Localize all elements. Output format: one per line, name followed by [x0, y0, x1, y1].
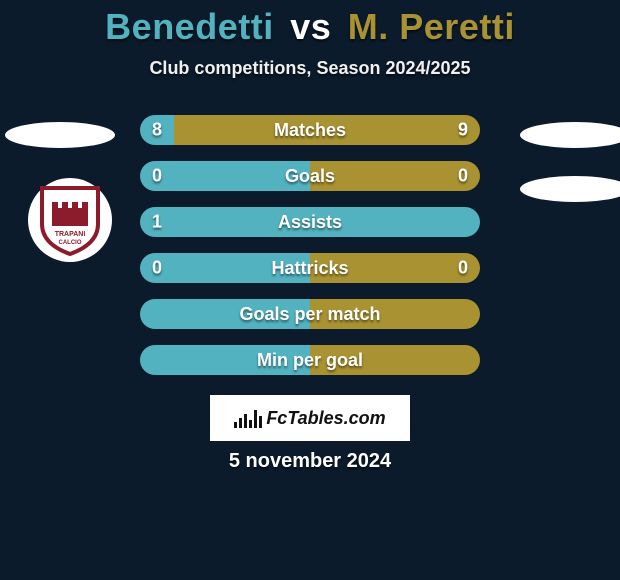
player1-placeholder-oval-top: [5, 122, 115, 148]
title-vs: vs: [290, 6, 331, 47]
stat-row: Goals per match: [140, 299, 480, 329]
stat-label: Hattricks: [271, 258, 348, 279]
stat-row: 0 0 Goals: [140, 161, 480, 191]
stat-value-right: 9: [458, 120, 468, 141]
stat-label: Goals: [285, 166, 335, 187]
club-badge: TRAPANI CALCIO: [28, 178, 112, 262]
stat-row: Min per goal: [140, 345, 480, 375]
svg-text:TRAPANI: TRAPANI: [55, 231, 86, 238]
stats-container: 8 9 Matches 0 0 Goals 1 Assists 0 0 Hattricks Goals…: [140, 115, 480, 375]
date-text: 5 november 2024: [0, 450, 620, 473]
stat-row: 0 0 Hattricks: [140, 253, 480, 283]
watermark-bar: [259, 416, 262, 428]
title-player1: Benedetti: [105, 6, 274, 47]
page-title: Benedetti vs M. Peretti: [0, 0, 620, 48]
watermark-bar: [244, 414, 247, 428]
player2-placeholder-oval-bottom: [520, 176, 620, 202]
title-player2: M. Peretti: [348, 6, 515, 47]
stat-value-right: 0: [458, 166, 468, 187]
watermark-bar: [254, 410, 257, 428]
club-badge-icon: TRAPANI CALCIO: [38, 184, 102, 256]
watermark-bar: [234, 422, 237, 428]
subtitle: Club competitions, Season 2024/2025: [0, 58, 620, 79]
stat-row: 1 Assists: [140, 207, 480, 237]
svg-text:CALCIO: CALCIO: [59, 240, 82, 246]
stat-label: Matches: [274, 120, 346, 141]
stat-value-left: 1: [152, 212, 162, 233]
stat-label: Assists: [278, 212, 342, 233]
stat-value-left: 8: [152, 120, 162, 141]
player2-placeholder-oval-top: [520, 122, 620, 148]
stat-value-right: 0: [458, 258, 468, 279]
stat-fill-right: [310, 161, 480, 191]
watermark-bars-icon: [234, 408, 262, 428]
stat-label: Goals per match: [239, 304, 380, 325]
stat-label: Min per goal: [257, 350, 363, 371]
watermark-bar: [239, 418, 242, 428]
watermark-bar: [249, 420, 252, 428]
stat-value-left: 0: [152, 258, 162, 279]
watermark: FcTables.com: [210, 395, 410, 441]
stat-row: 8 9 Matches: [140, 115, 480, 145]
watermark-text: FcTables.com: [266, 408, 385, 429]
stat-value-left: 0: [152, 166, 162, 187]
